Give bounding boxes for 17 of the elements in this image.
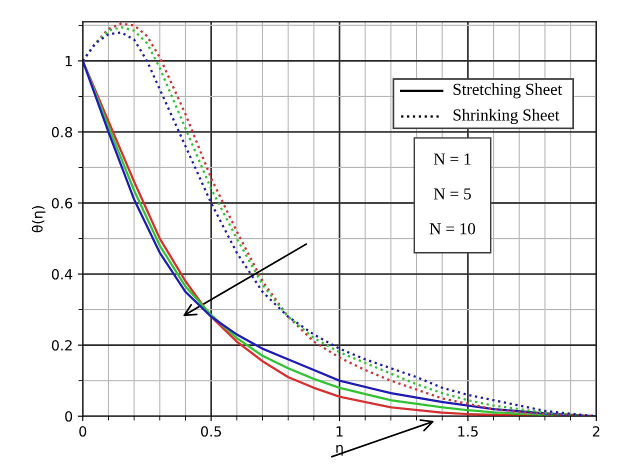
- annotation: N = 5: [434, 188, 471, 200]
- y-tick-label: 0.6: [52, 198, 72, 208]
- y-tick-label: 0: [65, 411, 72, 422]
- x-tick-label: 1.5: [458, 426, 478, 437]
- x-tick-label: 1: [336, 426, 343, 436]
- x-tick-label: 2: [592, 426, 600, 436]
- annotation: N = 1: [434, 153, 471, 164]
- y-axis-title: θ(η): [32, 206, 46, 232]
- annotation: Shrinking Sheet: [454, 108, 560, 124]
- y-tick-label: 0.8: [52, 126, 72, 138]
- annotation: Stretching Sheet: [454, 83, 562, 98]
- x-tick-label: 0.5: [201, 426, 221, 437]
- y-tick-label: 1: [66, 56, 72, 66]
- x-tick-label: 0: [79, 426, 86, 437]
- y-tick-label: 0.2: [52, 340, 72, 351]
- annotation: N = 10: [430, 223, 476, 234]
- y-tick-label: 0.4: [52, 269, 72, 280]
